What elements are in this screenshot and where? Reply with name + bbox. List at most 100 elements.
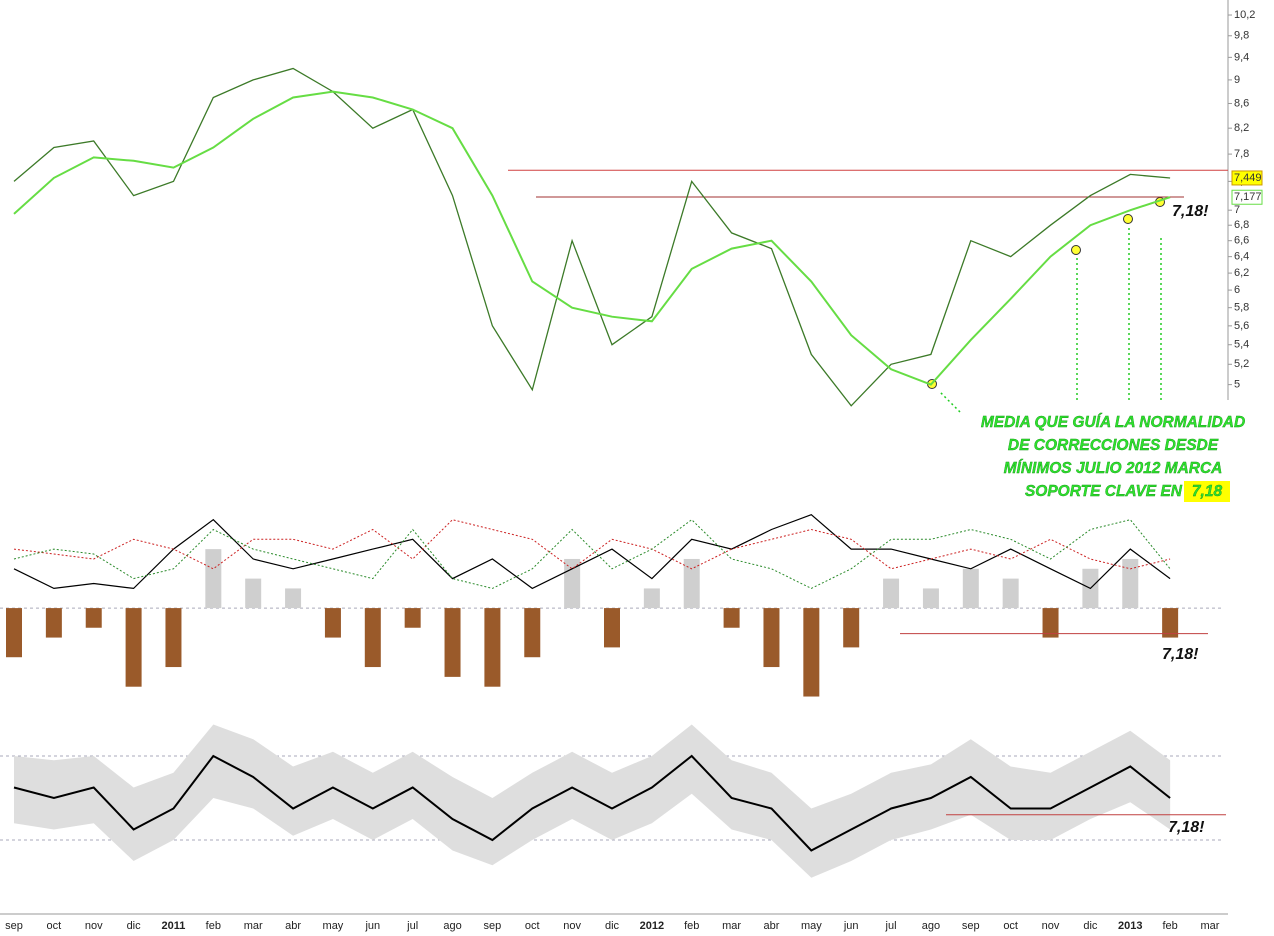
series-line (13, 67, 1171, 407)
last-value-box (1231, 170, 1263, 186)
annotation: MÍNIMOS JULIO 2012 MARCA (1004, 460, 1223, 477)
histogram-bar (484, 608, 501, 687)
histogram-bar (165, 608, 182, 668)
support-note: 7,18! (1172, 203, 1209, 220)
x-tick-label: 2013 (1118, 920, 1142, 932)
histogram-bar (245, 578, 262, 609)
y-tick-label: 8,2 (1234, 122, 1249, 134)
x-tick-label: jun (843, 920, 859, 932)
x-tick-label: nov (563, 920, 581, 932)
histogram-bar (763, 608, 780, 668)
band (14, 724, 1171, 878)
histogram-bar (45, 608, 62, 638)
support-note: 7,18! (1162, 646, 1199, 663)
support-note: 7,18! (1168, 819, 1205, 836)
y-tick-label: 6,4 (1234, 251, 1249, 263)
histogram-bar (85, 608, 102, 628)
histogram-bar (364, 608, 381, 668)
x-tick-label: sep (5, 920, 23, 932)
y-tick-label: 8,6 (1234, 97, 1249, 109)
histogram-bar (324, 608, 341, 638)
histogram-bar (1162, 608, 1179, 638)
y-tick-label: 5,8 (1234, 302, 1249, 314)
series-line (13, 519, 1171, 570)
last-value-label: 7,449 (1234, 172, 1262, 184)
x-tick-label: may (801, 920, 822, 932)
x-tick-label: 2011 (162, 920, 186, 932)
x-tick-label: oct (1003, 920, 1018, 932)
x-tick-label: sep (484, 920, 502, 932)
y-tick-label: 10,2 (1234, 9, 1255, 21)
highlight (1184, 481, 1230, 502)
x-tick-label: abr (764, 920, 780, 932)
y-tick-label: 9,4 (1234, 51, 1249, 63)
annotation: MEDIA QUE GUÍA LA NORMALIDAD (981, 414, 1245, 431)
series-line (13, 90, 1171, 386)
annotation: SOPORTE CLAVE EN (1025, 483, 1183, 500)
histogram-bar (803, 608, 820, 697)
x-tick-label: jun (364, 920, 380, 932)
y-tick-label: 5,4 (1234, 339, 1249, 351)
x-tick-label: dic (1083, 920, 1098, 932)
arrow (939, 391, 961, 413)
x-tick-label: ago (922, 920, 940, 932)
histogram-bar (723, 608, 740, 628)
y-tick-label: 7,8 (1234, 148, 1249, 160)
histogram-bar (444, 608, 461, 677)
y-tick-label: 9 (1234, 74, 1240, 86)
x-tick-label: mar (722, 920, 741, 932)
annotation: DE CORRECCIONES DESDE (1008, 437, 1219, 454)
histogram-bar (1042, 608, 1059, 638)
x-tick-label: may (323, 920, 344, 932)
y-tick-label: 5,2 (1234, 358, 1249, 370)
y-tick-label: 6 (1234, 284, 1240, 296)
histogram-bar (285, 588, 302, 609)
x-tick-label: dic (127, 920, 142, 932)
annotation: 7,18 (1192, 483, 1223, 500)
x-tick-label: oct (47, 920, 62, 932)
plots: sep oct nov dic 2011 feb mar abr may jun jul ago sep… (0, 9, 1263, 932)
x-tick-label: feb (684, 920, 699, 932)
y-tick-label: 6,8 (1234, 219, 1249, 231)
histogram-bar (683, 558, 700, 609)
histogram-bar (962, 568, 979, 609)
histogram-bar (125, 608, 142, 687)
x-tick-label: nov (85, 920, 103, 932)
histogram-bar (604, 608, 620, 648)
x-tick-label: oct (525, 920, 540, 932)
support-point (1071, 245, 1081, 255)
x-tick-label: sep (962, 920, 980, 932)
histogram-bar (883, 578, 900, 609)
x-tick-label: jul (885, 920, 897, 932)
x-tick-label: jul (406, 920, 418, 932)
x-tick-label: feb (206, 920, 221, 932)
histogram-bar (843, 608, 860, 648)
y-tick-label: 6,2 (1234, 267, 1249, 279)
x-tick-label: 2012 (640, 920, 664, 932)
histogram-bar (1122, 558, 1139, 609)
last-value-box (1231, 189, 1263, 205)
series-line (13, 754, 1171, 852)
y-tick-label: 7 (1234, 204, 1240, 216)
x-tick-label: feb (1162, 920, 1177, 932)
series-line (13, 514, 1171, 590)
histogram-bar (524, 608, 541, 658)
histogram-bar (6, 608, 22, 658)
x-tick-label: dic (605, 920, 620, 932)
histogram-bar (205, 549, 222, 609)
series-line (13, 519, 1171, 589)
x-tick-label: nov (1042, 920, 1060, 932)
arrows (939, 228, 1162, 413)
histogram-bar (1002, 578, 1019, 609)
support-point (1123, 214, 1133, 224)
last-value-label: 7,177 (1234, 191, 1262, 203)
y-tick-label: 5 (1234, 379, 1240, 391)
histogram-bar (922, 588, 939, 609)
y-tick-label: 9,8 (1234, 30, 1249, 42)
histogram-bar (643, 588, 660, 609)
x-tick-label: ago (443, 920, 461, 932)
x-tick-label: mar (1201, 920, 1220, 932)
x-tick-label: abr (285, 920, 301, 932)
histogram-bar (404, 608, 421, 628)
